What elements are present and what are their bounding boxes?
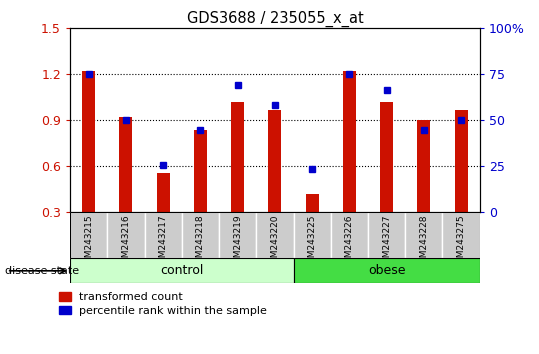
Text: GSM243226: GSM243226 bbox=[345, 215, 354, 269]
Bar bbox=[256, 212, 294, 258]
Bar bbox=[268, 110, 281, 212]
Text: obese: obese bbox=[368, 264, 405, 277]
Bar bbox=[405, 212, 443, 258]
Bar bbox=[294, 212, 331, 258]
Bar bbox=[107, 212, 144, 258]
Text: GSM243218: GSM243218 bbox=[196, 215, 205, 269]
Text: disease state: disease state bbox=[5, 266, 80, 276]
Bar bbox=[120, 117, 133, 212]
Text: GSM243228: GSM243228 bbox=[419, 215, 429, 269]
Bar bbox=[306, 194, 319, 212]
Text: GSM243275: GSM243275 bbox=[457, 215, 466, 269]
Bar bbox=[219, 212, 256, 258]
Legend: transformed count, percentile rank within the sample: transformed count, percentile rank withi… bbox=[59, 292, 267, 316]
Text: GSM243215: GSM243215 bbox=[84, 215, 93, 269]
Bar bbox=[182, 212, 219, 258]
Bar bbox=[343, 71, 356, 212]
Text: GSM243225: GSM243225 bbox=[308, 215, 316, 269]
Bar bbox=[454, 110, 468, 212]
Bar bbox=[194, 130, 207, 212]
Bar bbox=[294, 258, 480, 283]
Bar bbox=[417, 120, 430, 212]
Bar bbox=[70, 212, 107, 258]
Bar bbox=[70, 258, 294, 283]
Bar bbox=[82, 71, 95, 212]
Text: control: control bbox=[160, 264, 204, 277]
Text: GSM243227: GSM243227 bbox=[382, 215, 391, 269]
Bar bbox=[157, 172, 170, 212]
Title: GDS3688 / 235055_x_at: GDS3688 / 235055_x_at bbox=[186, 11, 363, 27]
Bar bbox=[331, 212, 368, 258]
Bar bbox=[368, 212, 405, 258]
Bar bbox=[144, 212, 182, 258]
Text: GSM243220: GSM243220 bbox=[271, 215, 279, 269]
Text: GSM243219: GSM243219 bbox=[233, 215, 242, 269]
Text: GSM243217: GSM243217 bbox=[158, 215, 168, 269]
Bar bbox=[443, 212, 480, 258]
Bar bbox=[380, 102, 393, 212]
Bar bbox=[231, 102, 244, 212]
Text: GSM243216: GSM243216 bbox=[121, 215, 130, 269]
